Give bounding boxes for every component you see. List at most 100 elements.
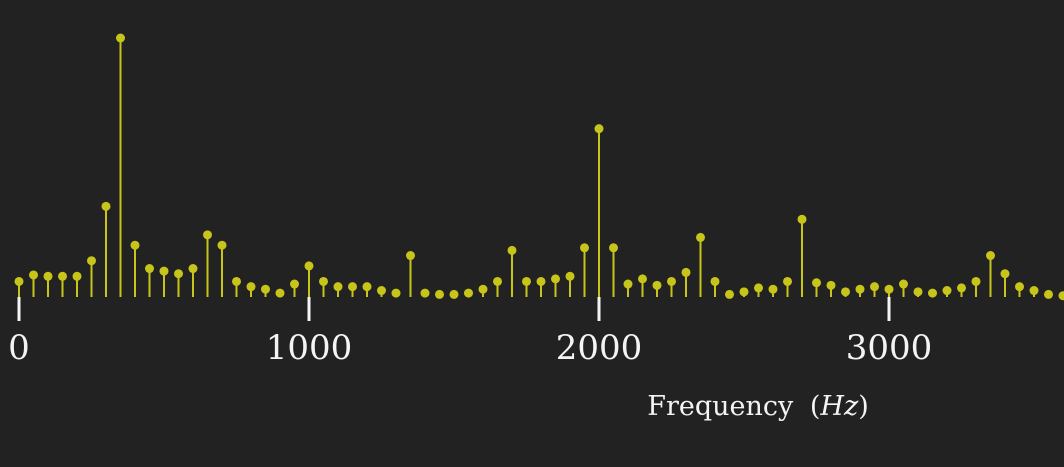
stem-point xyxy=(130,240,140,250)
stem-point xyxy=(203,230,212,240)
stem-mark xyxy=(1000,269,1010,297)
stem-mark xyxy=(159,266,169,297)
stem-point xyxy=(72,271,82,281)
stem-mark xyxy=(638,274,647,297)
stem-point xyxy=(290,279,299,289)
stem-mark xyxy=(725,289,734,299)
stem-mark xyxy=(217,240,227,297)
stem-mark xyxy=(43,271,53,297)
stem-point xyxy=(797,214,807,224)
stem-mark xyxy=(14,276,24,297)
stem-point xyxy=(116,33,125,43)
stem-point xyxy=(768,284,778,294)
stem-point xyxy=(986,251,995,261)
stem-mark xyxy=(174,269,183,297)
x-axis-title-paren-open: ( xyxy=(810,391,821,422)
stem-point xyxy=(754,283,763,293)
stem-mark xyxy=(1029,286,1039,297)
stem-mark xyxy=(652,280,662,297)
stem-mark xyxy=(1058,291,1064,301)
stem-point xyxy=(1044,289,1053,299)
stem-mark xyxy=(391,288,401,298)
stem-mark xyxy=(145,264,154,297)
stem-mark xyxy=(58,271,67,297)
stem-point xyxy=(913,287,923,297)
stem-point xyxy=(14,276,24,286)
stem-point xyxy=(449,289,459,299)
x-axis-title-unit: Hz xyxy=(819,391,859,422)
stem-mark xyxy=(29,270,38,297)
stem-mark xyxy=(232,276,241,297)
stem-point xyxy=(681,267,691,277)
stem-mark xyxy=(188,264,198,297)
stem-point xyxy=(217,240,227,250)
stem-mark xyxy=(72,271,82,297)
stem-mark xyxy=(464,288,473,298)
stem-mark xyxy=(580,243,589,297)
x-axis-title: Frequency (Hz) xyxy=(647,391,869,422)
stem-point xyxy=(725,289,734,299)
x-tick-label: 2000 xyxy=(556,328,643,368)
stem-point xyxy=(493,276,502,286)
stem-mark xyxy=(565,271,575,297)
stem-mark xyxy=(826,280,836,297)
stem-point xyxy=(580,243,589,253)
stem-mark xyxy=(957,283,966,297)
stem-mark xyxy=(420,288,430,298)
stem-point xyxy=(551,274,560,284)
stem-mark xyxy=(551,274,560,297)
stem-mark xyxy=(986,251,995,297)
stem-point xyxy=(333,282,343,292)
stem-point xyxy=(565,271,575,281)
stem-mark xyxy=(681,267,691,297)
stem-mark xyxy=(536,276,546,297)
stem-point xyxy=(855,284,865,294)
stem-point xyxy=(609,243,618,253)
stem-point xyxy=(957,283,966,293)
stem-point xyxy=(174,269,183,279)
stem-point xyxy=(188,264,198,274)
stem-mark xyxy=(130,240,140,297)
stem-point xyxy=(696,232,705,242)
stem-point xyxy=(1015,282,1024,292)
stem-mark xyxy=(449,289,459,299)
stem-mark xyxy=(507,245,517,297)
stem-point xyxy=(275,288,285,298)
stem-point xyxy=(1058,291,1064,301)
stem-point xyxy=(159,266,169,276)
stem-mark xyxy=(942,286,952,297)
stem-mark xyxy=(768,284,778,297)
stem-mark xyxy=(812,278,821,297)
stem-point xyxy=(101,201,111,211)
x-axis-ticks xyxy=(17,297,891,321)
stem-mark xyxy=(667,276,676,297)
stem-mark xyxy=(754,283,763,297)
stem-mark xyxy=(203,230,212,297)
stem-point xyxy=(464,288,473,298)
stem-point xyxy=(899,279,908,289)
stem-mark xyxy=(783,276,792,297)
stem-point xyxy=(870,282,879,292)
stem-mark xyxy=(478,284,488,297)
stem-point xyxy=(406,251,415,261)
stem-mark xyxy=(261,284,270,297)
stem-point xyxy=(435,289,444,299)
stem-point xyxy=(478,284,488,294)
stem-point xyxy=(29,270,38,280)
stem-mark xyxy=(406,251,415,297)
stem-mark xyxy=(899,279,908,297)
stem-point xyxy=(942,286,952,296)
stem-mark xyxy=(522,276,531,297)
stem-mark xyxy=(304,261,314,297)
stem-point xyxy=(1000,269,1010,279)
stem-mark xyxy=(870,282,879,297)
stem-point xyxy=(377,286,386,296)
stem-point xyxy=(58,271,67,281)
stem-mark xyxy=(290,279,299,297)
stem-point xyxy=(971,276,981,286)
stem-point xyxy=(623,279,633,289)
stem-mark xyxy=(1044,289,1053,299)
x-tick-label: 1000 xyxy=(266,328,353,368)
stem-mark xyxy=(913,287,923,297)
